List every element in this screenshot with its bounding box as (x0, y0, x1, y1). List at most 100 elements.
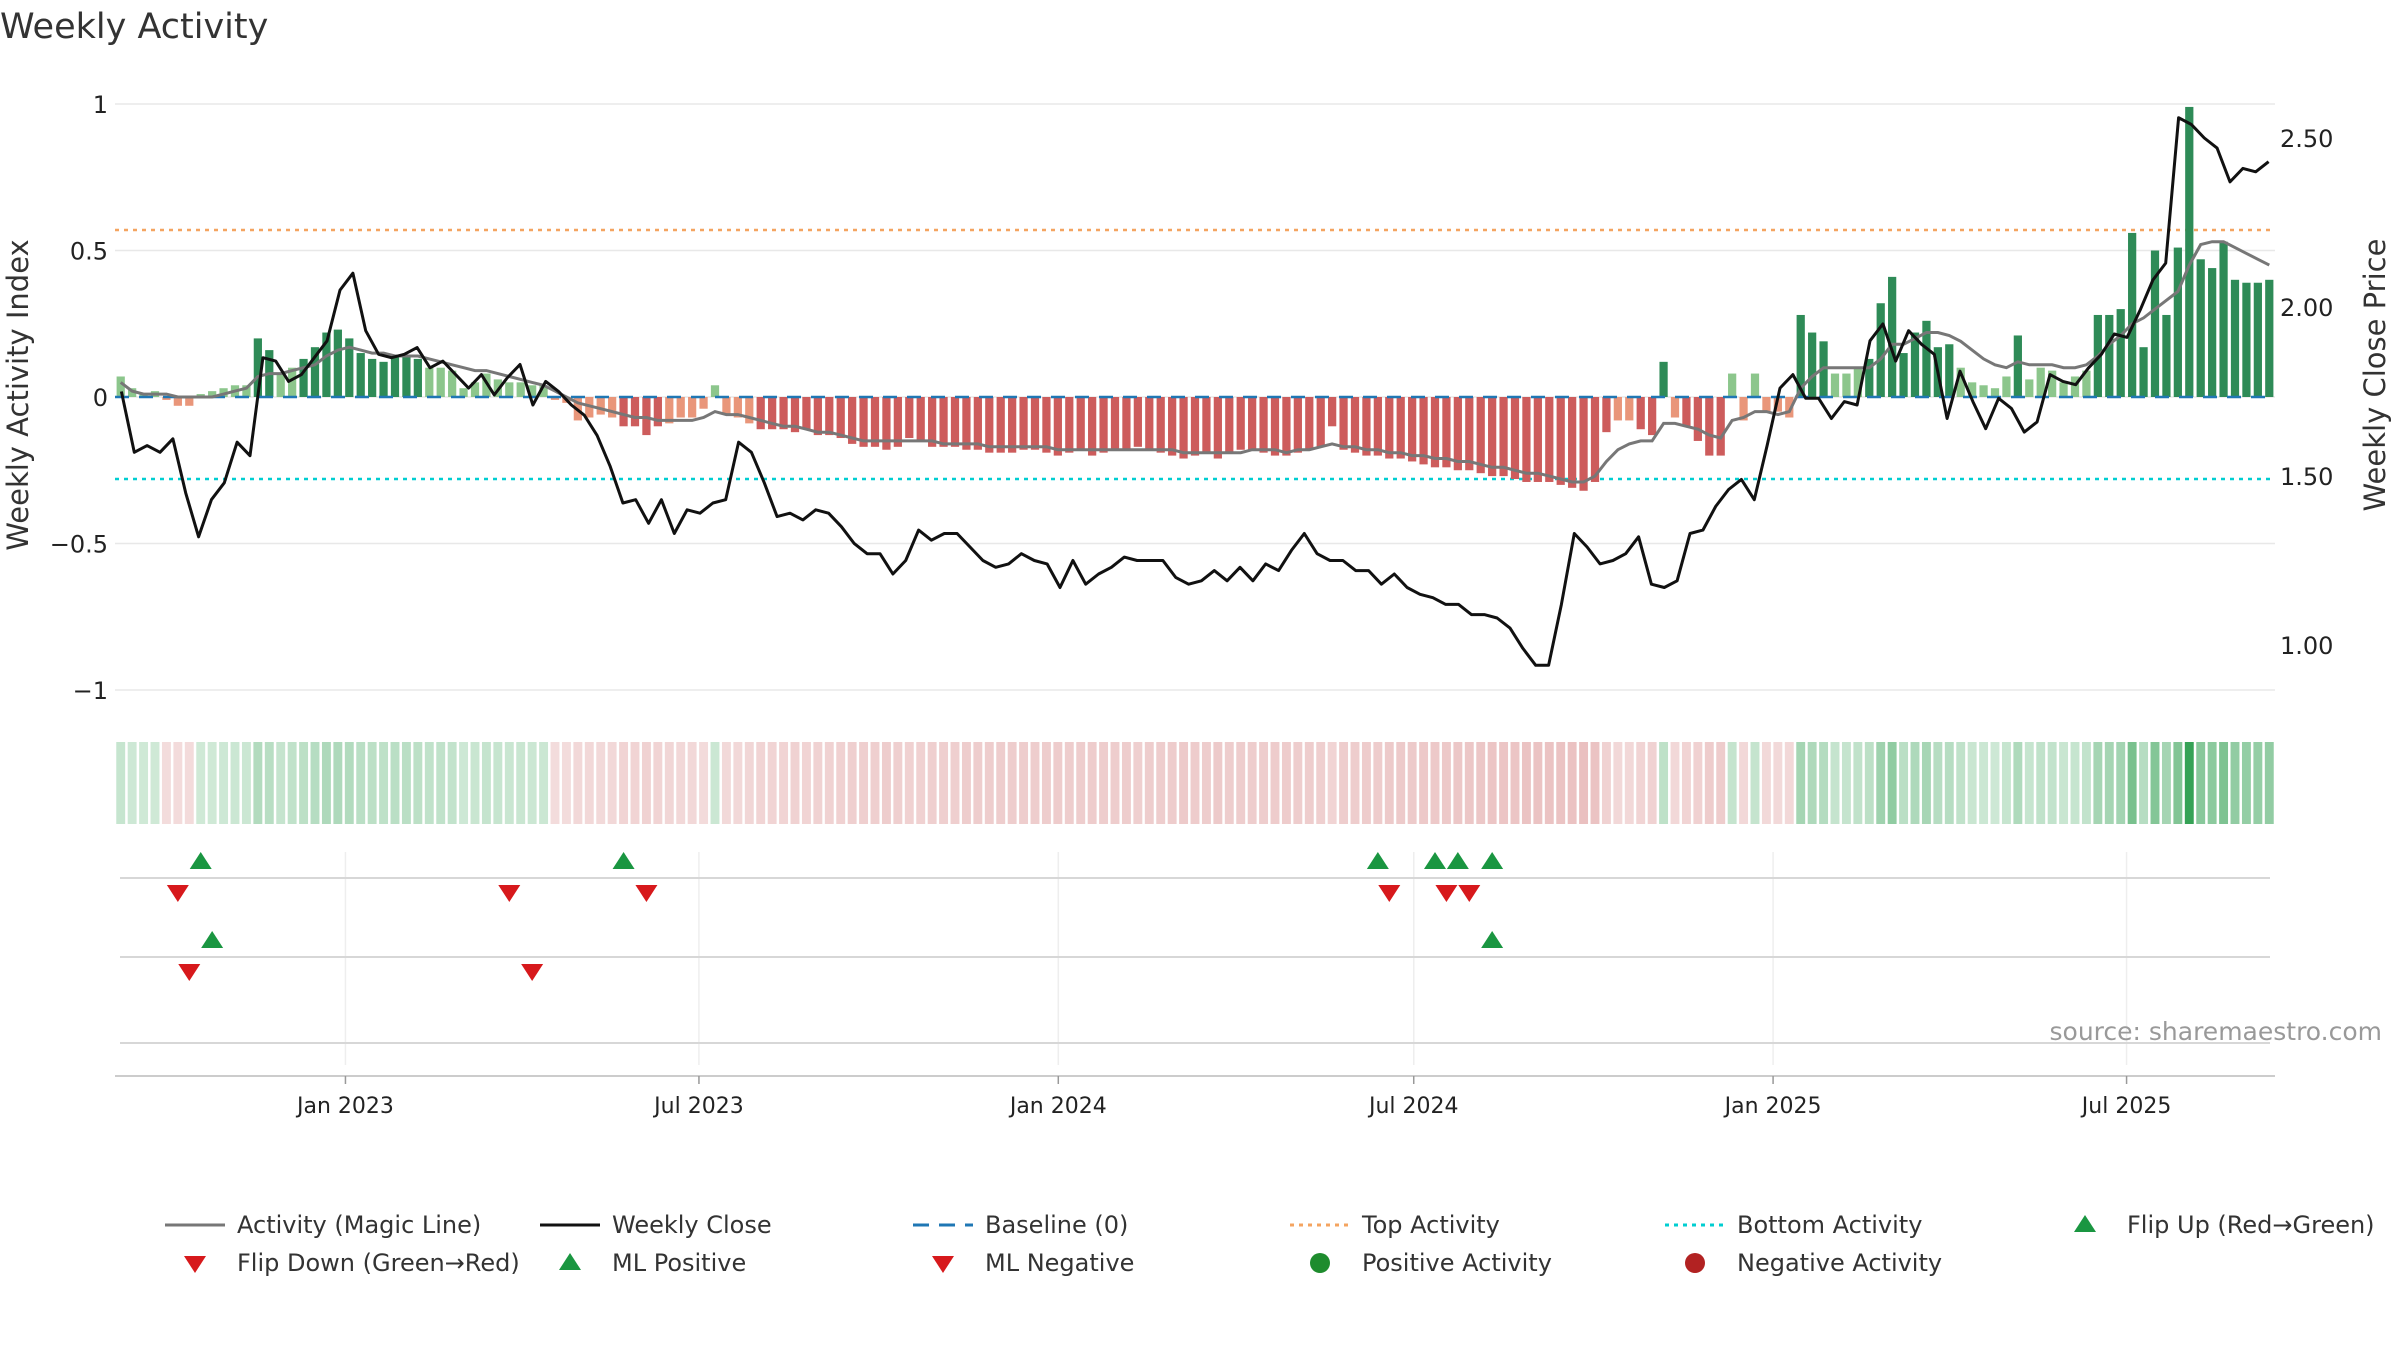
heat-cell (1761, 742, 1771, 824)
activity-bar (528, 385, 537, 397)
activity-bar (436, 367, 445, 397)
heat-cell (527, 742, 537, 824)
activity-bar (1510, 397, 1520, 480)
heat-cell (836, 742, 846, 824)
activity-bar (1385, 397, 1394, 459)
activity-bar (1990, 388, 2000, 397)
heat-cell (1041, 742, 1051, 824)
ml-negative-marker (521, 964, 544, 981)
heat-cell (1361, 742, 1371, 824)
heat-cell (1487, 742, 1497, 824)
heat-cell (1316, 742, 1326, 824)
heat-cell (2001, 742, 2011, 824)
event-markers-panel (115, 852, 2275, 1077)
legend-label: Flip Up (Red→Green) (2127, 1211, 2375, 1239)
heat-cell (1179, 742, 1189, 824)
heat-cell (344, 742, 354, 824)
activity-bar (1750, 373, 1760, 397)
heat-cell (939, 742, 949, 824)
heat-cell (1201, 742, 1211, 824)
activity-bar (1910, 332, 1920, 397)
heat-cell (1510, 742, 1520, 824)
y-tick-label: 0.5 (70, 238, 108, 266)
heat-cell (253, 742, 263, 824)
activity-bar (2025, 379, 2034, 397)
heat-cell (219, 742, 229, 824)
heat-cell (1007, 742, 1017, 824)
activity-bar (390, 355, 400, 397)
heat-cell (859, 742, 869, 824)
activity-bar (368, 358, 377, 397)
heat-cell (447, 742, 457, 824)
flip-down-marker (1435, 885, 1458, 902)
y2-tick-label: 1.00 (2280, 632, 2333, 660)
activity-bar (848, 397, 857, 444)
activity-bar (1830, 373, 1840, 397)
activity-bar (2265, 279, 2274, 397)
legend-label: ML Negative (985, 1249, 1134, 1277)
heat-cell (1921, 742, 1931, 824)
activity-bar (2070, 376, 2080, 397)
activity-bar (1785, 397, 1794, 418)
heat-cell (1681, 742, 1691, 824)
heat-cell (1224, 742, 1234, 824)
activity-bar (2253, 282, 2262, 397)
activity-bar (825, 397, 834, 436)
activity-bar (973, 397, 982, 450)
activity-bar (550, 397, 560, 400)
heat-cell (2241, 742, 2251, 824)
heat-cell (150, 742, 160, 824)
activity-bar (345, 338, 354, 397)
legend-item: Flip Down (Green→Red) (184, 1249, 520, 1277)
heat-cell (2127, 742, 2137, 824)
heat-cell (1739, 742, 1749, 824)
activity-bar (1705, 397, 1714, 456)
activity-bar (653, 397, 662, 427)
activity-bar (173, 397, 182, 406)
activity-bar (1396, 397, 1405, 459)
heat-cell (1807, 742, 1817, 824)
activity-bar (996, 397, 1005, 453)
legend-swatch (1310, 1253, 1330, 1273)
activity-bar (310, 347, 320, 397)
activity-bar (1213, 397, 1222, 459)
activity-bar (2128, 232, 2137, 397)
legend-label: Negative Activity (1737, 1249, 1942, 1277)
ml-negative-marker (178, 964, 201, 981)
heat-cell (1259, 742, 1269, 824)
activity-bar (1065, 397, 1074, 453)
activity-bar (1556, 397, 1565, 485)
heat-cell (984, 742, 994, 824)
heat-cell (1579, 742, 1589, 824)
heat-cell (1819, 742, 1829, 824)
heat-cell (2036, 742, 2046, 824)
activity-bar (1339, 397, 1348, 450)
heat-cell (139, 742, 149, 824)
heat-cell (1613, 742, 1623, 824)
heat-cell (779, 742, 789, 824)
heat-cell (161, 742, 171, 824)
heat-cell (2207, 742, 2217, 824)
heat-cell (813, 742, 823, 824)
activity-bar (1248, 397, 1257, 450)
heat-cell (2104, 742, 2114, 824)
activity-bar (1888, 276, 1897, 397)
heat-cell (2081, 742, 2091, 824)
heat-cell (641, 742, 651, 824)
activity-bar (539, 385, 548, 397)
heat-cell (1213, 742, 1223, 824)
activity-bar (1453, 397, 1462, 471)
activity-bar (1465, 397, 1474, 471)
activity-bar (1145, 397, 1154, 450)
activity-bar (1236, 397, 1245, 450)
activity-bar (1865, 358, 1874, 397)
heat-cell (1544, 742, 1554, 824)
heat-cell (2264, 742, 2274, 824)
activity-bar (939, 397, 948, 447)
activity-bar (2196, 259, 2205, 397)
activity-bar (1488, 397, 1497, 477)
heat-cell (539, 742, 549, 824)
activity-bar (2219, 241, 2228, 397)
heat-cell (1567, 742, 1577, 824)
y2-axis-label: Weekly Close Price (2358, 239, 2392, 512)
